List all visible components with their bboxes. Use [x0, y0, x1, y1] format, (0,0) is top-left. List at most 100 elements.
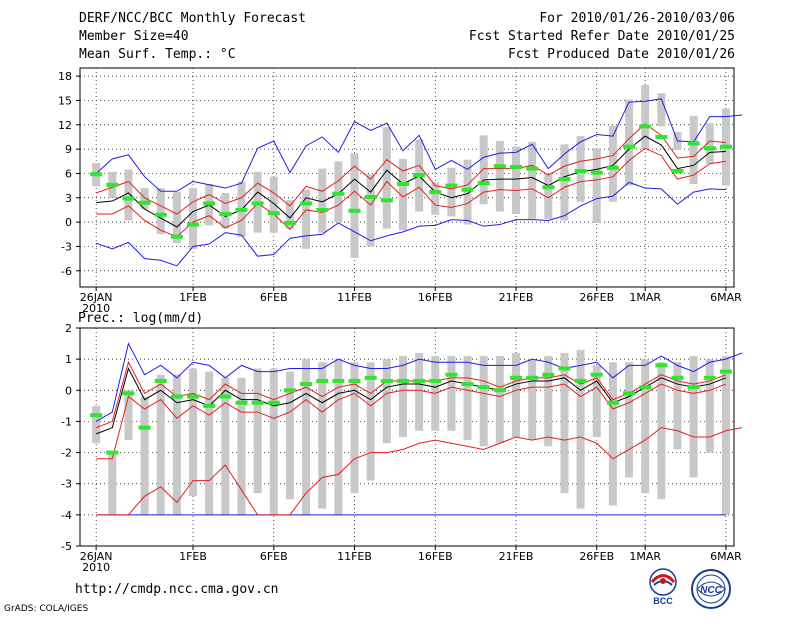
y-tick-label: 15 — [58, 94, 72, 107]
ensemble-box — [528, 141, 537, 219]
ensemble-box — [124, 390, 133, 441]
median-marker — [332, 378, 345, 383]
ensemble-box — [269, 176, 278, 233]
median-marker — [154, 212, 167, 217]
ensemble-box — [560, 352, 569, 494]
median-marker — [396, 181, 409, 186]
ncc-logo-text: NCC — [700, 585, 722, 596]
ensemble-box — [92, 405, 101, 444]
lower-spread-line — [96, 147, 727, 238]
ensemble-box — [544, 356, 553, 447]
median-marker — [606, 165, 619, 170]
median-marker — [655, 363, 668, 368]
ensemble-box — [334, 359, 343, 515]
ensemble-box — [673, 362, 682, 450]
start-date: Fcst Started Refer Date 2010/01/25 — [468, 29, 735, 44]
median-marker — [364, 375, 377, 380]
ensemble-box — [447, 356, 456, 431]
median-marker — [364, 194, 377, 199]
x-tick-label: 26JAN — [80, 291, 113, 304]
ensemble-box — [366, 362, 375, 481]
ensemble-box — [495, 141, 504, 212]
ensemble-box — [302, 359, 311, 515]
ensemble-box — [689, 356, 698, 478]
grads-credit: GrADS: COLA/IGES — [4, 604, 89, 614]
ensemble-box — [189, 368, 198, 497]
ensemble-box — [479, 356, 488, 447]
median-marker — [558, 177, 571, 182]
median-marker — [413, 378, 426, 383]
ensemble-box — [576, 136, 585, 202]
ensemble-box — [382, 359, 391, 444]
median-marker — [671, 169, 684, 174]
median-marker — [348, 378, 361, 383]
median-marker — [219, 394, 232, 399]
ensemble-box — [479, 135, 488, 205]
max-line — [95, 342, 743, 422]
median-marker — [687, 385, 700, 390]
x-tick-label: 1MAR — [629, 291, 661, 304]
y-tick-label: -6 — [61, 265, 72, 278]
ensemble-box — [334, 161, 343, 223]
plot-frame — [79, 327, 735, 547]
ensemble-box — [495, 356, 504, 444]
ensemble-box — [140, 188, 149, 210]
ensemble-box — [560, 144, 569, 221]
median-marker — [542, 372, 555, 377]
lower-extreme-line — [96, 427, 743, 516]
x-tick-label: 11FEB — [337, 550, 372, 563]
ensemble-box — [398, 356, 407, 437]
median-marker — [122, 391, 135, 396]
median-marker — [380, 378, 393, 383]
y-tick-label: -1 — [61, 415, 72, 428]
median-marker — [719, 144, 732, 149]
ensemble-box — [721, 356, 730, 515]
y-tick-label: -3 — [61, 240, 72, 253]
ncc-logo-icon: NCC — [691, 569, 731, 609]
median-marker — [671, 375, 684, 380]
median-marker — [687, 141, 700, 146]
ensemble-box — [318, 362, 327, 509]
median-marker — [203, 201, 216, 206]
lower-spread-line — [96, 383, 727, 460]
x-tick-label: 26FEB — [579, 550, 614, 563]
median-marker — [396, 378, 409, 383]
median-marker — [703, 375, 716, 380]
median-marker — [639, 124, 652, 129]
temperature-panel: -6 -3 0 3 6 9 12 15 18 26JAN 1FEB 6FEB 11FEB 16FEB 21F… — [58, 67, 743, 315]
x-tick-label: 6FEB — [260, 550, 288, 563]
y-tick-label: -4 — [61, 509, 72, 522]
ensemble-box — [657, 362, 666, 500]
ensemble-box — [237, 377, 246, 515]
produced-date: Fcst Produced Date 2010/01/26 — [508, 47, 735, 62]
ensemble-box — [625, 362, 634, 478]
precipitation-panel: Prec.: log(mm/d) -5 -4 -3 -2 -1 0 1 2 26JAN 1FEB 6F… — [61, 311, 743, 574]
ensemble-box — [463, 356, 472, 441]
ensemble-box — [447, 167, 456, 217]
plot-frame — [79, 67, 735, 288]
median-marker — [316, 207, 329, 212]
median-marker — [703, 146, 716, 151]
bcc-logo-icon: BCC — [649, 568, 677, 606]
ensemble-box — [285, 200, 294, 229]
median-marker — [138, 425, 151, 430]
median-marker — [413, 173, 426, 178]
ensemble-box — [576, 349, 585, 509]
median-marker — [590, 170, 603, 175]
source-url[interactable]: http://cmdp.ncc.cma.gov.cn — [75, 582, 279, 597]
upper-spread-line — [95, 123, 726, 215]
ensemble-box — [512, 146, 520, 214]
median-marker — [429, 190, 442, 195]
median-marker — [623, 144, 636, 149]
ensemble-mean-line — [95, 367, 727, 435]
ensemble-box — [608, 125, 617, 202]
median-marker — [187, 394, 200, 399]
median-marker — [445, 372, 458, 377]
median-marker — [300, 382, 313, 387]
median-marker — [267, 400, 280, 405]
x-year-label: 2010 — [82, 561, 110, 574]
forecast-period: For 2010/01/26-2010/03/06 — [539, 11, 735, 26]
x-tick-label: 21FEB — [499, 550, 534, 563]
ensemble-box — [382, 127, 391, 229]
ensemble-box — [350, 153, 359, 258]
